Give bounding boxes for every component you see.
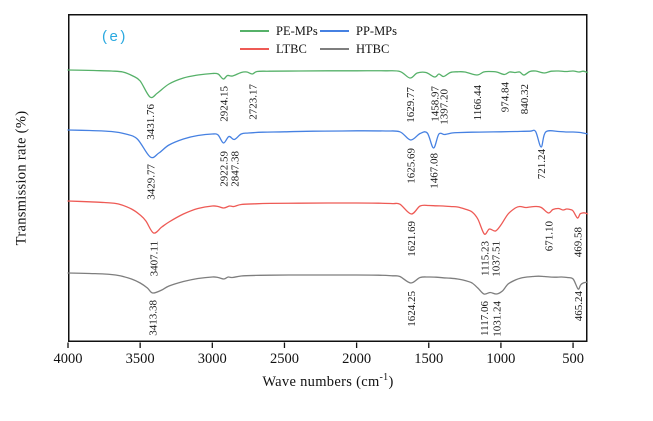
x-axis-title: Wave numbers (cm-1) — [68, 372, 588, 391]
peak-label: 465.24 — [573, 291, 585, 322]
peak-label: 1629.77 — [405, 87, 417, 123]
peak-label: 1621.69 — [406, 221, 418, 257]
peak-label: 1115.23 — [479, 241, 491, 276]
peak-label: 1397.20 — [439, 89, 451, 125]
panel-label: (e) — [102, 28, 128, 45]
spectra-plot-area: 4000 3500 3000 2500 2000 1500 1000 500 3431.76 29… — [54, 14, 589, 367]
legend-item-pe-mps: PE-MPs — [240, 24, 320, 39]
peak-label: 3413.38 — [148, 300, 160, 336]
legend-line-swatch — [240, 47, 269, 51]
peak-label: 671.10 — [543, 221, 555, 252]
legend-item-ltbc: LTBC — [240, 42, 320, 57]
peak-label: 2847.38 — [229, 151, 241, 187]
peak-label: 2723.17 — [247, 84, 259, 120]
peak-label: 1117.06 — [479, 301, 491, 336]
peak-label: 1467.08 — [429, 153, 441, 189]
x-tick-label: 4000 — [54, 351, 83, 367]
legend-label: HTBC — [356, 41, 390, 56]
x-tick-label: 3000 — [198, 351, 227, 367]
peak-label: 1037.51 — [491, 241, 503, 277]
legend-item-pp-mps: PP-MPs — [320, 24, 400, 39]
peak-label: 469.58 — [572, 227, 584, 258]
x-tick-label: 3500 — [126, 351, 155, 367]
peak-label: 2922.59 — [218, 151, 230, 187]
legend-item-htbc: HTBC — [320, 42, 400, 57]
peak-label: 1624.25 — [406, 291, 418, 327]
legend: PE-MPs PP-MPs LTBC HTBC — [240, 22, 400, 58]
legend-line-swatch — [320, 47, 349, 51]
x-tick-label: 1000 — [486, 351, 515, 367]
legend-line-swatch — [320, 29, 349, 33]
peak-label: 1458.97 — [430, 86, 442, 122]
x-axis-title-superscript: -1 — [379, 372, 389, 383]
x-tick-label: 2000 — [342, 351, 371, 367]
spectrum-line-htbc — [67, 272, 589, 295]
peak-label: 3429.77 — [145, 164, 157, 200]
peak-label: 2924.15 — [218, 86, 230, 122]
peak-label: 721.24 — [536, 149, 548, 180]
peak-label: 1625.69 — [406, 148, 418, 184]
peak-label: 3431.76 — [145, 104, 157, 140]
x-axis-title-suffix: ) — [388, 373, 394, 390]
legend-line-swatch — [240, 29, 269, 33]
spectrum-line-pp-mps — [67, 129, 589, 159]
spectrum-line-pe-mps — [67, 69, 589, 99]
peak-label: 3407.11 — [149, 241, 161, 276]
legend-label: PP-MPs — [356, 23, 397, 38]
peak-label: 974.84 — [500, 82, 512, 113]
x-axis-title-text: Wave numbers (cm — [262, 373, 380, 390]
peak-label: 1166.44 — [472, 85, 484, 121]
plot-border — [68, 14, 588, 342]
legend-label: LTBC — [276, 41, 307, 56]
peak-label: 1031.24 — [491, 301, 503, 337]
peak-label: 840.32 — [519, 84, 531, 114]
legend-label: PE-MPs — [276, 23, 318, 38]
x-tick-label: 500 — [562, 351, 584, 367]
spectrum-line-ltbc — [67, 200, 589, 235]
x-tick-label: 2500 — [270, 351, 299, 367]
x-tick-label: 1500 — [414, 351, 443, 367]
y-axis-title: Transmission rate (%) — [13, 110, 30, 246]
